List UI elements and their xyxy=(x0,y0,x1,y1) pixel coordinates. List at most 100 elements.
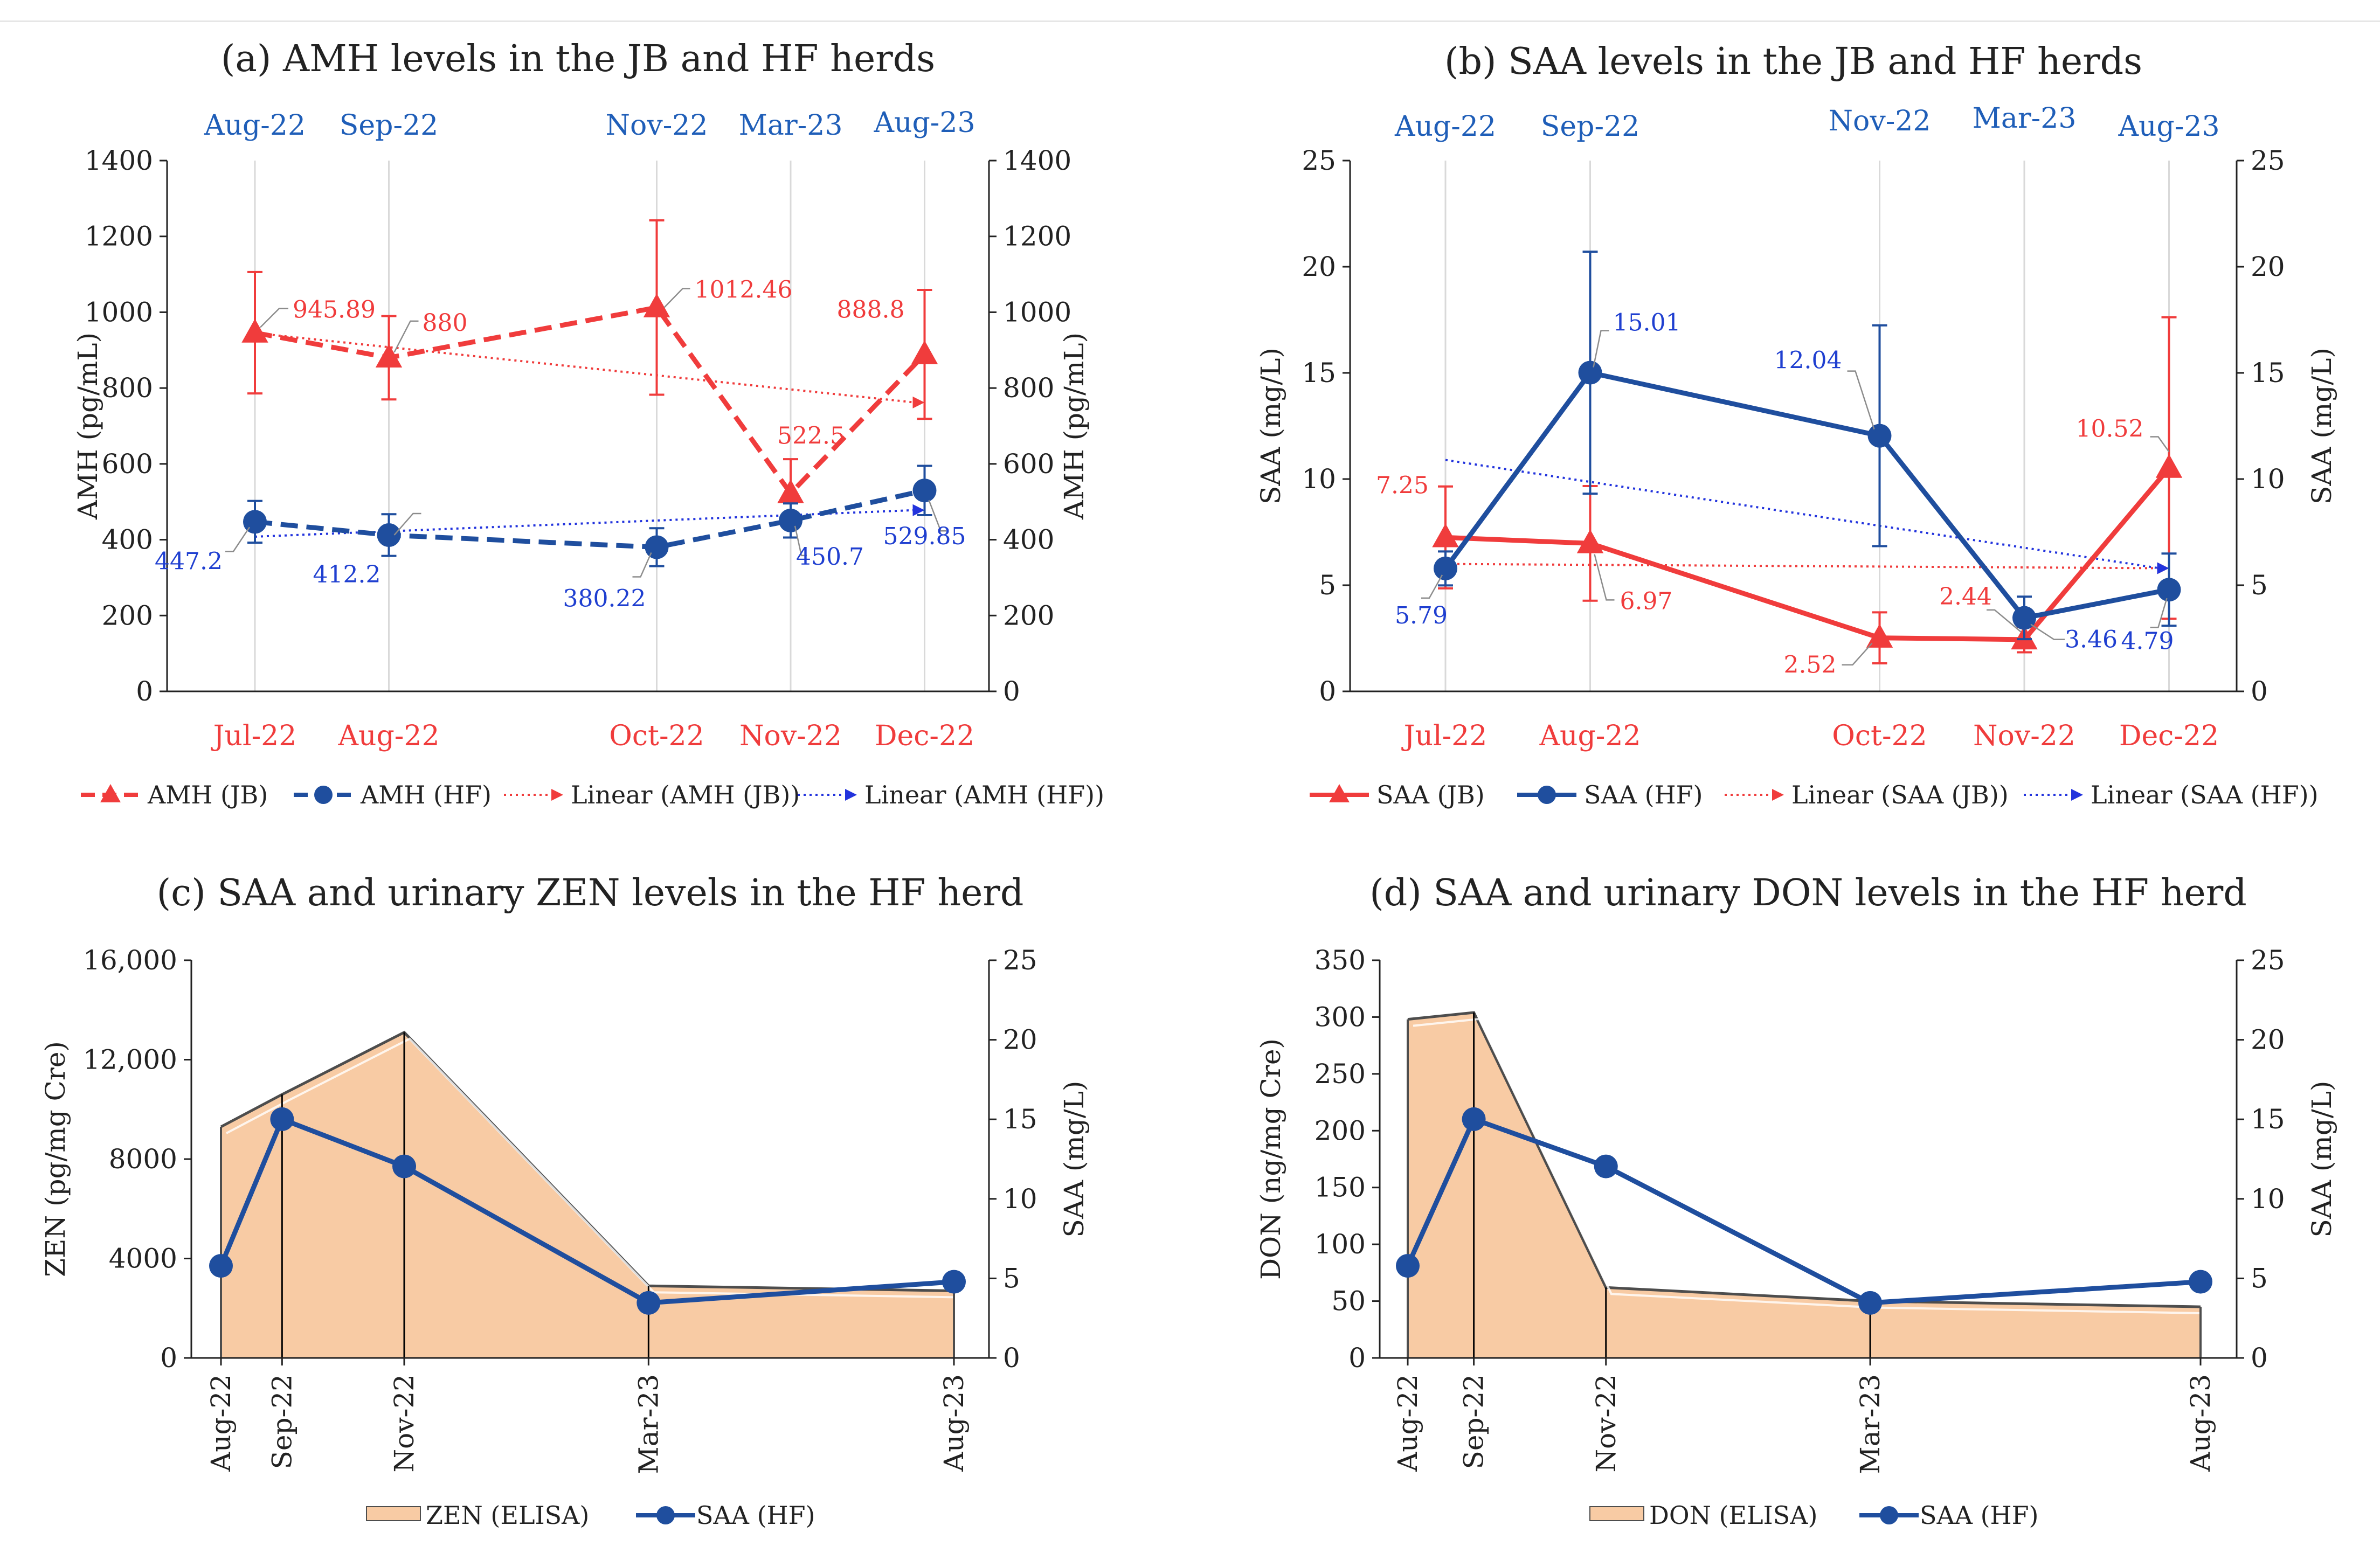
data-point-circle xyxy=(779,508,802,532)
y-tick-label-left: 300 xyxy=(1314,1001,1366,1032)
data-label: 3.46 xyxy=(2065,626,2118,654)
y-tick-label-right: 0 xyxy=(1003,676,1020,707)
y-tick-label-left: 4000 xyxy=(109,1243,177,1274)
y-tick-label-right: 400 xyxy=(1003,524,1054,556)
y-tick-label-right: 5 xyxy=(2251,570,2268,601)
panel-b: (b) SAA levels in the JB and HF herds 0 0 5… xyxy=(1255,40,2337,809)
bottom-axis-label: Jul-22 xyxy=(211,720,297,752)
y-tick-label-right: 10 xyxy=(2251,1183,2285,1215)
series-line-1 xyxy=(1443,370,2170,621)
top-axis-label: Aug-22 xyxy=(1394,110,1496,143)
data-label: 10.52 xyxy=(2076,415,2144,443)
y-tick-label-left: 1000 xyxy=(85,296,153,328)
y-tick-label-left: 8000 xyxy=(109,1143,177,1175)
chart-title: (a) AMH levels in the JB and HF herds xyxy=(221,38,935,80)
legend-arrow xyxy=(845,789,857,801)
label-leader xyxy=(1593,330,1609,368)
data-label: 6.97 xyxy=(1620,587,1673,615)
top-axis-label: Aug-22 xyxy=(204,109,306,142)
y-tick-label-right: 15 xyxy=(2251,1104,2285,1135)
legend-label: Linear (SAA (HF)) xyxy=(2091,780,2319,809)
y-tick-label-right: 1000 xyxy=(1003,296,1071,328)
y-tick-label-left: 25 xyxy=(1302,145,1336,176)
y-tick-label-left: 0 xyxy=(136,676,153,707)
legend-label: AMH (JB) xyxy=(147,780,268,809)
saa-point xyxy=(270,1107,294,1131)
bottom-axis-label: Nov-22 xyxy=(739,720,842,752)
area-fill xyxy=(1408,1012,2201,1358)
label-leader xyxy=(1421,574,1443,599)
data-point-circle xyxy=(912,479,937,503)
y-tick-label-left: 20 xyxy=(1302,251,1336,282)
top-axis-label: Mar-23 xyxy=(739,109,843,142)
y-tick-label-right: 20 xyxy=(2251,251,2285,282)
x-tick-label: Nov-22 xyxy=(389,1374,420,1473)
bottom-axis-label: Jul-22 xyxy=(1401,720,1488,752)
label-leader xyxy=(2030,623,2065,640)
y-axis-title-right: SAA (mg/L) xyxy=(2306,348,2337,504)
label-leader xyxy=(225,526,251,552)
data-point-circle xyxy=(1578,360,1602,385)
y-tick-label-right: 5 xyxy=(2251,1263,2268,1294)
label-leader xyxy=(663,288,690,308)
bottom-axis-label: Oct-22 xyxy=(609,720,704,752)
legend: ZEN (ELISA) SAA (HF) xyxy=(366,1501,815,1530)
y-tick-label-right: 20 xyxy=(1003,1024,1037,1056)
series-line-1 xyxy=(254,488,925,550)
saa-point xyxy=(942,1270,966,1294)
data-label: 2.44 xyxy=(1939,583,1992,611)
legend-marker xyxy=(314,786,333,804)
legend: DON (ELISA) SAA (HF) xyxy=(1589,1501,2039,1530)
saa-point xyxy=(392,1154,416,1178)
trend-line xyxy=(254,509,915,538)
trend-arrow xyxy=(912,396,925,408)
y-axis-title-right: SAA (mg/L) xyxy=(2306,1081,2337,1238)
saa-point xyxy=(1858,1291,1883,1315)
y-tick-label-right: 600 xyxy=(1003,448,1054,480)
data-point-triangle xyxy=(911,340,938,364)
y-tick-label-left: 100 xyxy=(1314,1229,1366,1260)
data-label: 880 xyxy=(423,309,468,337)
label-leader xyxy=(393,512,421,536)
y-tick-label-left: 15 xyxy=(1302,357,1336,389)
bottom-axis-label: Aug-22 xyxy=(337,720,439,752)
legend-marker xyxy=(1880,1506,1898,1524)
legend-marker xyxy=(1538,786,1556,804)
y-tick-label-right: 25 xyxy=(2251,945,2285,976)
y-tick-label-right: 800 xyxy=(1003,372,1054,404)
data-point-circle xyxy=(1867,424,1892,448)
data-label: 945.89 xyxy=(293,296,376,323)
y-tick-label-right: 0 xyxy=(2251,676,2268,707)
legend-label: ZEN (ELISA) xyxy=(426,1501,589,1530)
panel-c: (c) SAA and urinary ZEN levels in the HF… xyxy=(40,872,1090,1530)
legend-label: Linear (AMH (JB)) xyxy=(571,780,800,809)
data-point-circle xyxy=(377,523,401,547)
data-point-triangle xyxy=(1866,623,1893,648)
legend-label: Linear (AMH (HF)) xyxy=(864,780,1104,809)
legend-marker xyxy=(100,784,121,802)
chart-title: (b) SAA levels in the JB and HF herds xyxy=(1444,40,2142,83)
chart-title: (d) SAA and urinary DON levels in the HF… xyxy=(1369,872,2247,914)
data-point-triangle xyxy=(375,343,403,368)
x-tick-label: Sep-22 xyxy=(266,1374,298,1469)
y-tick-label-right: 25 xyxy=(1003,945,1037,976)
trend-arrow xyxy=(2157,562,2169,574)
data-label: 1012.46 xyxy=(695,276,793,304)
data-label: 529.85 xyxy=(883,523,966,550)
y-axis-title-right: AMH (pg/mL) xyxy=(1058,332,1090,520)
y-tick-label-right: 10 xyxy=(1003,1183,1037,1215)
legend-marker xyxy=(1329,784,1350,802)
label-leader xyxy=(1847,370,1875,430)
y-axis-title-right: SAA (mg/L) xyxy=(1058,1081,1090,1238)
legend-area-swatch xyxy=(366,1506,421,1521)
data-point-circle xyxy=(2157,578,2181,602)
bottom-axis-label: Nov-22 xyxy=(1973,720,2075,752)
x-tick-label: Mar-23 xyxy=(633,1374,664,1474)
x-tick-label: Sep-22 xyxy=(1458,1374,1490,1469)
y-tick-label-left: 5 xyxy=(1319,570,1336,601)
y-axis-title-left: DON (ng/mg Cre) xyxy=(1255,1038,1286,1280)
y-axis-title-left: ZEN (pg/mg Cre) xyxy=(40,1041,71,1277)
data-point-circle xyxy=(243,510,267,534)
legend-label: SAA (HF) xyxy=(1920,1501,2039,1530)
top-axis-label: Sep-22 xyxy=(1541,110,1639,143)
